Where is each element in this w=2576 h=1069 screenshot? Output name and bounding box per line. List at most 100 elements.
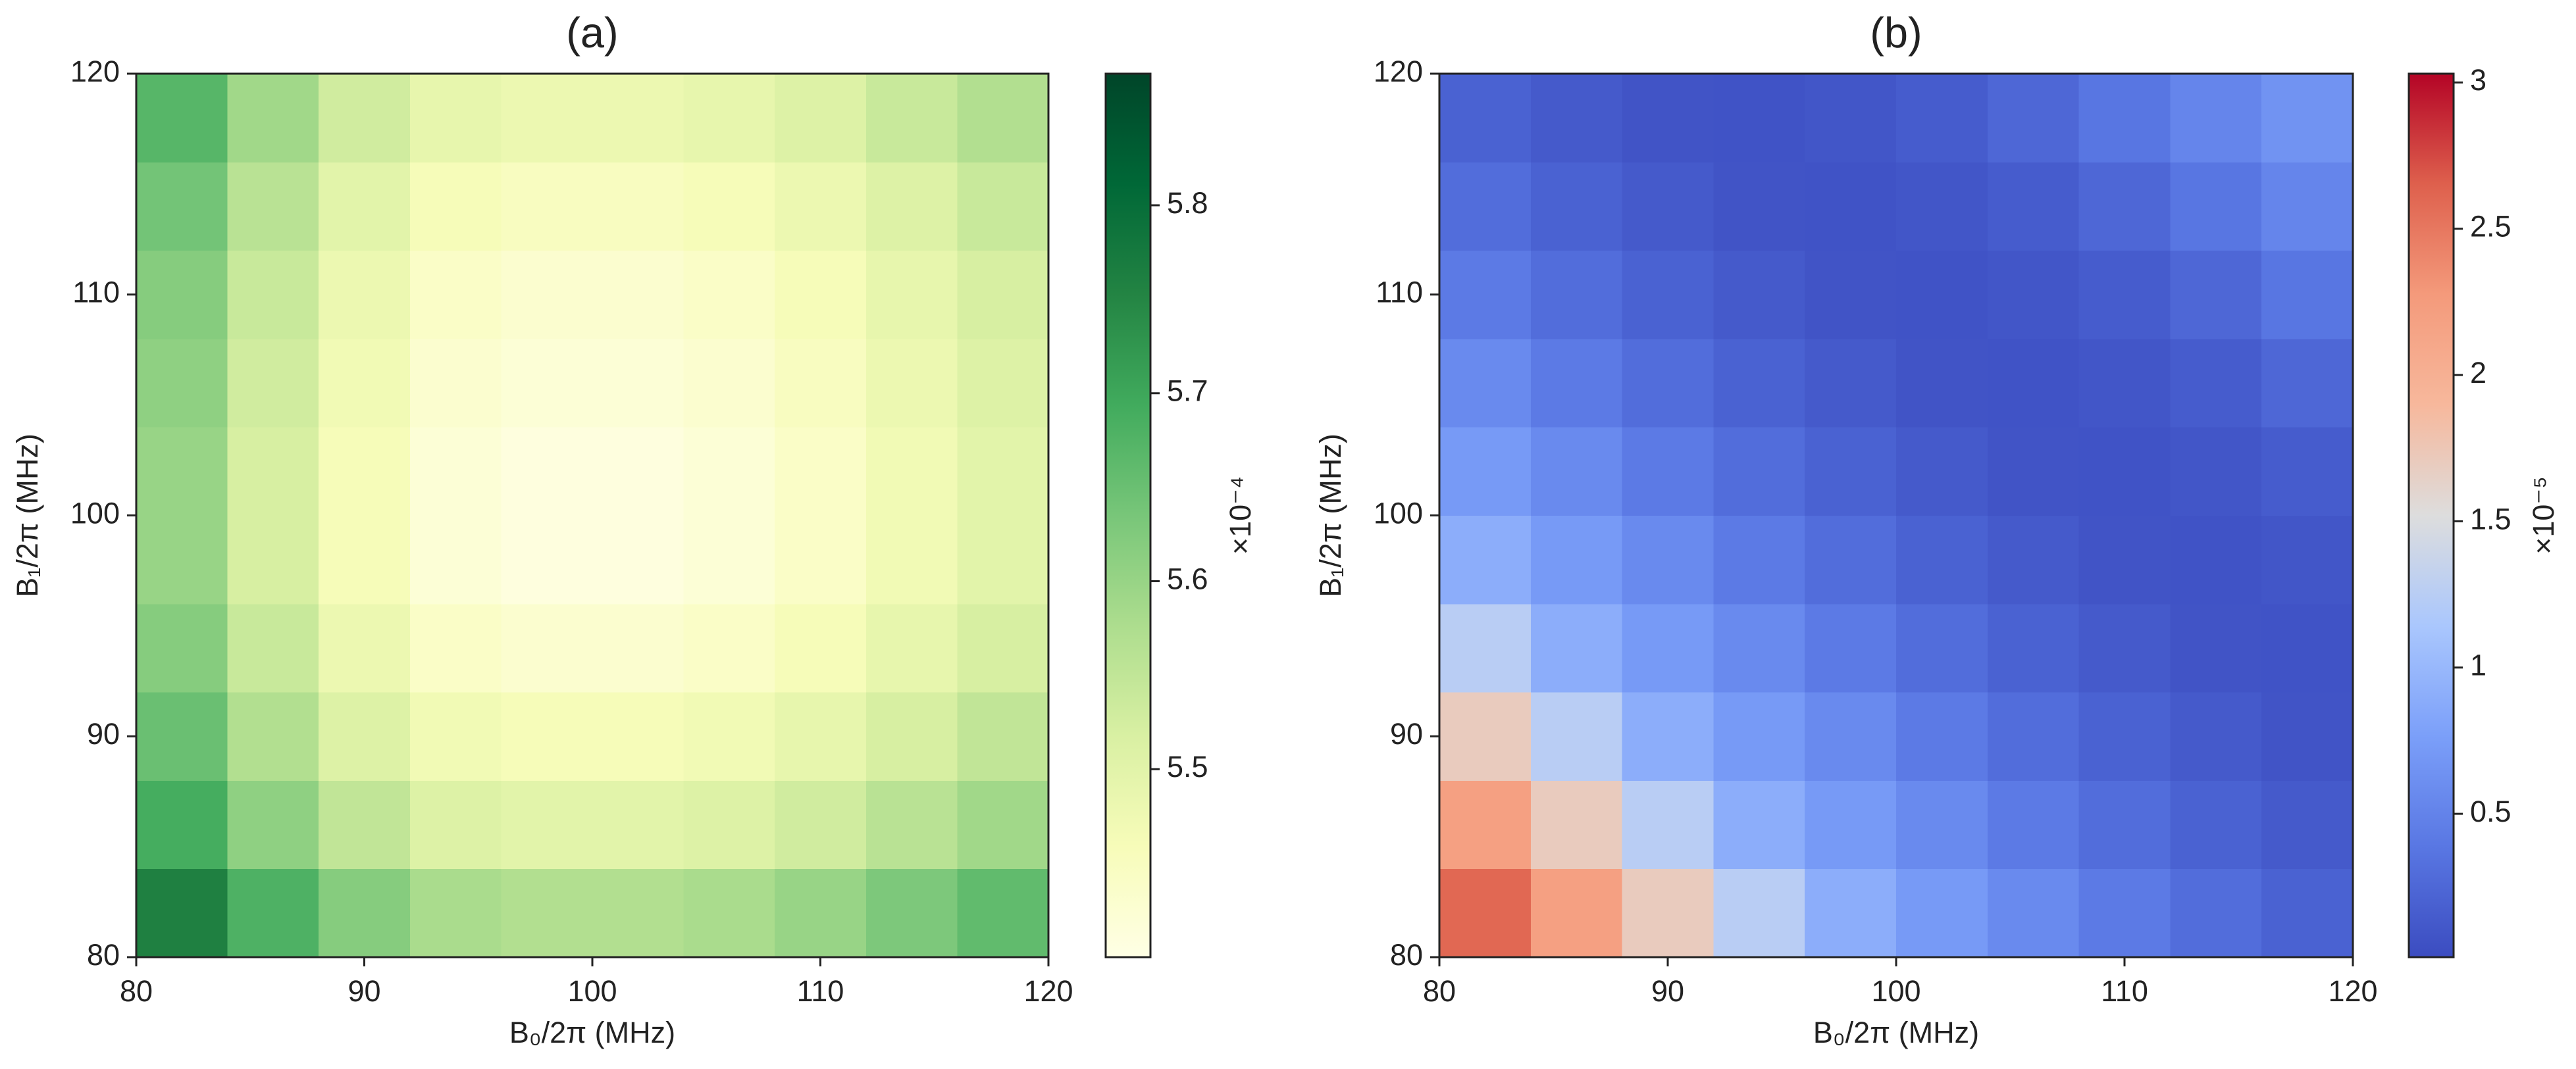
heatmap-cell	[2170, 692, 2262, 781]
heatmap-cell	[409, 515, 502, 605]
heatmap-cell	[2261, 162, 2354, 251]
heatmap-cell	[957, 780, 1049, 870]
heatmap-cell	[1896, 162, 1988, 251]
heatmap-cell	[227, 868, 319, 958]
heatmap-cell	[865, 338, 958, 428]
heatmap-cell	[2078, 780, 2171, 870]
heatmap-cell	[957, 603, 1049, 693]
colorbar	[2409, 74, 2454, 957]
heatmap-cell	[409, 692, 502, 781]
heatmap-cell	[2261, 515, 2354, 605]
heatmap-cell	[136, 603, 228, 693]
heatmap-cell	[409, 427, 502, 516]
heatmap-cell	[1622, 692, 1714, 781]
y-axis-label: B₁/2π (MHz)	[11, 434, 44, 597]
heatmap-cell	[501, 427, 593, 516]
y-tick-label: 80	[1390, 938, 1423, 972]
heatmap-cell	[319, 427, 411, 516]
heatmap-cell	[1439, 603, 1532, 693]
heatmap-cell	[2078, 603, 2171, 693]
heatmap-cell	[683, 515, 775, 605]
y-tick-label: 120	[1374, 55, 1423, 88]
heatmap-cell	[2170, 427, 2262, 516]
heatmap-cell	[1896, 603, 1988, 693]
heatmap-cell	[683, 74, 775, 162]
heatmap-cell	[1622, 338, 1714, 428]
heatmap-cell	[592, 338, 684, 428]
x-tick-label: 110	[797, 974, 844, 1008]
heatmap-cell	[501, 868, 593, 958]
y-axis-label: B₁/2π (MHz)	[1314, 434, 1347, 597]
heatmap-cell	[1805, 868, 1897, 958]
heatmap-cell	[1896, 692, 1988, 781]
heatmap-cell	[319, 250, 411, 339]
heatmap-cell	[1805, 515, 1897, 605]
x-tick-label: 120	[1023, 974, 1073, 1008]
colorbar-label: ×10⁻⁵	[2527, 476, 2560, 555]
heatmap-cell	[1805, 74, 1897, 162]
heatmap-cell	[319, 515, 411, 605]
colorbar-tick-label: 2.5	[2470, 210, 2512, 243]
heatmap-cell	[1530, 780, 1623, 870]
colorbar-tick-label: 5.6	[1167, 562, 1208, 595]
x-tick-label: 80	[120, 974, 153, 1008]
heatmap-cell	[409, 162, 502, 251]
heatmap-cell	[1622, 74, 1714, 162]
heatmap-cell	[1713, 250, 1805, 339]
x-tick-label: 90	[348, 974, 380, 1008]
y-tick-label: 80	[87, 938, 120, 972]
heatmap-cell	[409, 603, 502, 693]
colorbar-tick-label: 3	[2470, 63, 2486, 97]
heatmap-cell	[409, 780, 502, 870]
heatmap-cell	[683, 162, 775, 251]
heatmap-cell	[1439, 780, 1532, 870]
heatmap-cell	[1439, 868, 1532, 958]
heatmap-cell	[136, 338, 228, 428]
heatmap-cell	[957, 868, 1049, 958]
heatmap-cell	[683, 603, 775, 693]
y-tick-label: 110	[72, 276, 120, 309]
heatmap-cell	[1622, 427, 1714, 516]
heatmap-cell	[775, 162, 867, 251]
heatmap-cell	[1439, 338, 1532, 428]
heatmap-cell	[865, 74, 958, 162]
heatmap-cell	[227, 603, 319, 693]
heatmap-cell	[2170, 338, 2262, 428]
heatmap-cell	[1530, 250, 1623, 339]
heatmap-cell	[319, 338, 411, 428]
heatmap-cell	[957, 250, 1049, 339]
heatmap-cell	[319, 162, 411, 251]
heatmap-cell	[957, 74, 1049, 162]
heatmap-cell	[1805, 603, 1897, 693]
heatmap-cell	[501, 250, 593, 339]
heatmap-cell	[865, 692, 958, 781]
heatmap-cell	[1530, 427, 1623, 516]
x-tick-label: 80	[1423, 974, 1456, 1008]
heatmap-cell	[319, 603, 411, 693]
heatmap-cell	[1896, 868, 1988, 958]
heatmap-cell	[1439, 427, 1532, 516]
heatmap-cell	[409, 74, 502, 162]
heatmap-cell	[1622, 515, 1714, 605]
heatmap-cell	[2261, 338, 2354, 428]
heatmap-cell	[865, 162, 958, 251]
heatmap-cell	[409, 250, 502, 339]
heatmap-cell	[2078, 162, 2171, 251]
heatmap-cell	[1713, 162, 1805, 251]
heatmap-cell	[775, 74, 867, 162]
heatmap-cell	[1713, 427, 1805, 516]
heatmap-cell	[2170, 162, 2262, 251]
heatmap-cell	[227, 427, 319, 516]
heatmap-cell	[2170, 868, 2262, 958]
colorbar-tick-label: 1.5	[2470, 502, 2512, 535]
colorbar-tick-label: 0.5	[2470, 795, 2512, 828]
heatmap-cell	[2078, 250, 2171, 339]
heatmap-cell	[683, 868, 775, 958]
heatmap-cell	[1530, 868, 1623, 958]
heatmap-cell	[2261, 692, 2354, 781]
heatmap-cell	[501, 515, 593, 605]
x-axis-label: B₀/2π (MHz)	[509, 1016, 675, 1049]
heatmap-cell	[1713, 868, 1805, 958]
heatmap-cell	[2078, 74, 2171, 162]
